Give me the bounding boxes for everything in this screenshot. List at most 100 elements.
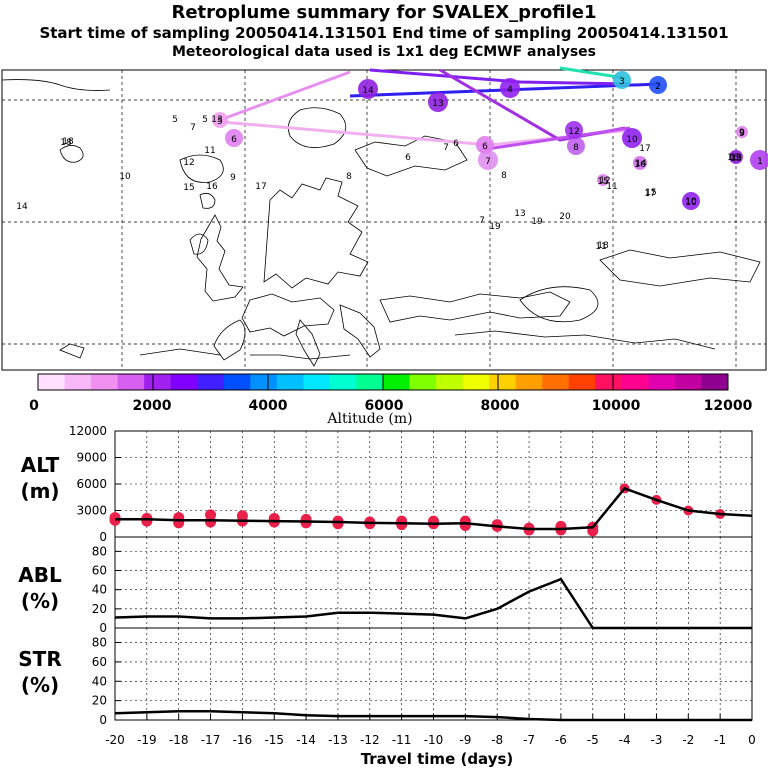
coastline xyxy=(354,135,468,177)
trajectory-label: 6 xyxy=(482,142,488,152)
colorbar-tick-label: 0 xyxy=(29,398,39,414)
plume-label: 15 xyxy=(183,183,194,193)
colorbar-title: Altitude (m) xyxy=(326,411,412,427)
x-tick-label: -13 xyxy=(328,733,348,747)
x-tick-label: -11 xyxy=(392,733,412,747)
y-tick-label: 0 xyxy=(99,530,107,544)
panel-label: ALT xyxy=(21,453,60,477)
x-tick-label: -10 xyxy=(424,733,444,747)
alt-scatter-point xyxy=(236,510,248,522)
x-tick-label: -14 xyxy=(296,733,316,747)
plume-label: 7 xyxy=(479,216,485,226)
plume-label: 19 xyxy=(531,217,543,227)
panel-alt: 12000 9000 6000 3000 0 ALT(m) xyxy=(20,424,753,544)
x-tick-label: -8 xyxy=(491,733,503,747)
colorbar-tick-label: 6000 xyxy=(365,398,404,414)
trajectory-label: 2 xyxy=(655,82,661,92)
coastline xyxy=(196,214,244,302)
plume-label: 13 xyxy=(514,209,525,219)
plume-label: 8 xyxy=(501,171,507,181)
plume-dot xyxy=(500,78,520,98)
y-tick-label: 3000 xyxy=(76,504,107,518)
plume-label: 9 xyxy=(739,128,745,138)
plume-label: 18 xyxy=(597,241,609,251)
colorbar-swatch xyxy=(303,374,331,390)
plume-dot xyxy=(476,136,494,154)
plume-label: 8 xyxy=(346,172,352,182)
plume-label: 16 xyxy=(206,182,218,192)
y-tick-label: 6000 xyxy=(76,477,107,491)
colorbar-tick-label: 4000 xyxy=(249,398,288,414)
plume-dot xyxy=(597,174,609,186)
colorbar-swatch xyxy=(436,374,464,390)
coastline xyxy=(519,286,599,323)
x-tick-label: -4 xyxy=(619,733,631,747)
alt-scatter-point xyxy=(109,512,121,524)
colorbar-swatch xyxy=(144,374,172,390)
trajectory-segment xyxy=(479,126,631,152)
colorbar-swatch xyxy=(674,374,702,390)
y-tick-label: 80 xyxy=(92,636,107,650)
trajectory-label: 13 xyxy=(432,99,443,109)
colorbar-swatch xyxy=(383,374,411,390)
colorbar-swatch xyxy=(117,374,145,390)
coastline xyxy=(339,304,381,358)
colorbar-tick-label: 8000 xyxy=(481,398,520,414)
x-axis-title: Travel time (days) xyxy=(361,750,514,768)
colorbar-tick-label: 12000 xyxy=(704,398,753,414)
colorbar-swatch xyxy=(701,374,729,390)
trajectory-label: 12 xyxy=(568,127,579,137)
plume-dot xyxy=(633,156,647,170)
trajectory-label: 7 xyxy=(485,157,491,167)
plume-label: 15 xyxy=(645,188,656,198)
panel-label: ABL xyxy=(18,563,62,587)
coastline xyxy=(250,354,351,360)
x-tick-label: -12 xyxy=(360,733,380,747)
map-coastlines xyxy=(1,79,761,367)
x-tick-label: -7 xyxy=(523,733,535,747)
colorbar-tick-label: 2000 xyxy=(133,398,172,414)
plume-dot xyxy=(682,192,700,210)
trajectory-label: 15 xyxy=(597,177,608,187)
colorbar-swatch xyxy=(197,374,225,390)
trajectory-label: 4 xyxy=(507,85,513,95)
plume-label: 10 xyxy=(685,197,697,207)
plume-label: 7 xyxy=(443,143,449,153)
colorbar-swatch xyxy=(542,374,570,390)
x-tick-label: -18 xyxy=(169,733,189,747)
colorbar-tick-label: 10000 xyxy=(592,398,641,414)
y-tick-label: 9000 xyxy=(76,451,107,465)
plume-label: 13 xyxy=(211,115,222,125)
colorbar-swatch xyxy=(329,374,357,390)
coastline xyxy=(213,319,246,361)
colorbar-swatch xyxy=(409,374,437,390)
colorbar-swatch xyxy=(64,374,92,390)
y-tick-label: 12000 xyxy=(69,424,107,438)
colorbar-swatch xyxy=(621,374,649,390)
alt-scatter-point xyxy=(300,513,312,525)
x-tick-label: -19 xyxy=(137,733,157,747)
x-tick-label: -15 xyxy=(264,733,284,747)
trajectory-segment xyxy=(369,68,631,86)
colorbar-swatch xyxy=(38,374,66,390)
plume-dot xyxy=(565,121,583,139)
coastline xyxy=(59,343,85,359)
y-tick-label: 20 xyxy=(92,694,107,708)
plume-label: 18 xyxy=(62,137,74,147)
plume-label: 11 xyxy=(204,146,215,156)
altitude-colorbar: 0 2000 4000 6000 8000 10000 12000 Altitude (m) xyxy=(29,373,753,427)
coastline xyxy=(1,79,111,91)
coastline xyxy=(263,177,369,289)
plume-label: 9 xyxy=(230,173,236,183)
meteo-data-text: Meteorological data used is 1x1 deg ECMW… xyxy=(172,44,596,60)
plume-label: 10 xyxy=(119,172,131,182)
plume-label: 14 xyxy=(635,159,647,169)
panel-label: STR xyxy=(18,647,61,671)
trajectory-label: 19 xyxy=(489,222,501,232)
colorbar-swatch xyxy=(595,374,623,390)
trajectory-label: 11 xyxy=(595,242,606,252)
plume-dot xyxy=(212,112,228,128)
coastline xyxy=(454,330,716,350)
y-tick-label: 60 xyxy=(92,655,107,669)
